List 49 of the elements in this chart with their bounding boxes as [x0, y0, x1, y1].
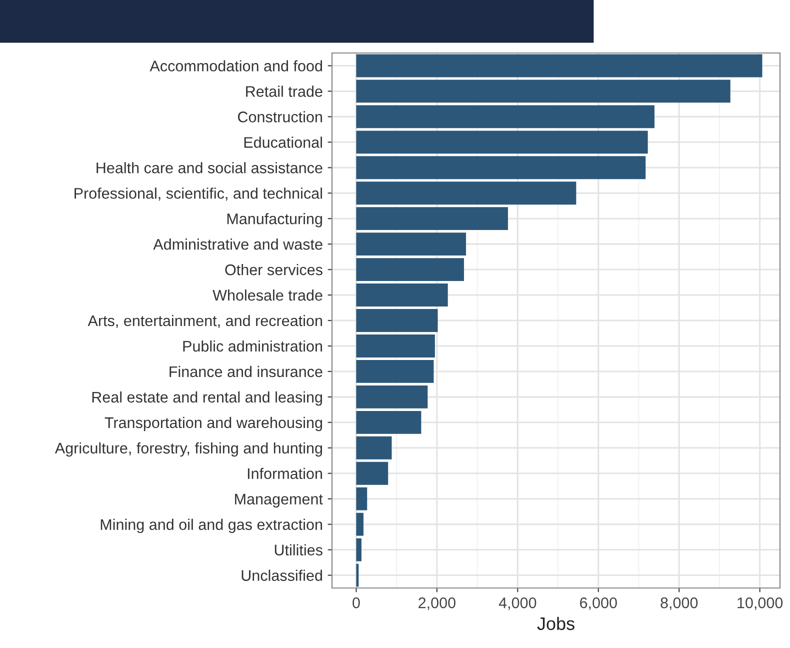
y-tick-label: Finance and insurance [170, 366, 322, 378]
bar [356, 309, 438, 332]
y-tick-label: Professional, scientific, and technical [74, 188, 322, 201]
x-tick-label: 6,000 [580, 597, 617, 610]
bar [356, 410, 422, 434]
y-tick-label: Wholesale trade [212, 289, 322, 301]
y-tick-label: Arts, entertainment, and recreation [88, 314, 322, 328]
y-tick-label: Mining and oil and gas extraction [100, 518, 322, 534]
bar [356, 258, 464, 282]
y-tick-label: Educational [244, 136, 322, 148]
bar [356, 436, 392, 460]
x-tick-label: 2,000 [418, 597, 456, 610]
y-tick-label: Information [248, 468, 322, 480]
y-tick-label: Real estate and rental and leasing [92, 391, 322, 406]
bar [356, 564, 359, 587]
bar [356, 207, 508, 230]
x-tick-label: 10,000 [738, 597, 783, 610]
bar [356, 54, 762, 78]
bar [356, 130, 648, 154]
y-tick-label: Transportation and warehousing [104, 416, 322, 432]
y-tick-label: Manufacturing [227, 213, 322, 228]
bar [356, 182, 576, 205]
y-tick-label: Management [235, 494, 323, 508]
y-tick-label: Utilities [274, 544, 322, 556]
y-tick-label: Retail trade [246, 86, 322, 97]
y-tick-label: Unclassified [242, 570, 322, 581]
y-tick-label: Health care and social assistance [96, 162, 322, 174]
y-tick-label: Agriculture, forestry, fishing and hunting [54, 442, 322, 457]
bar [356, 334, 435, 358]
bar [356, 360, 434, 383]
x-tick-label: 0 [352, 597, 360, 608]
x-tick-label: 8,000 [660, 597, 698, 610]
y-tick-label: Public administration [183, 340, 322, 352]
bar [356, 538, 362, 562]
bar [356, 156, 646, 180]
x-tick-label: 4,000 [498, 597, 536, 610]
bar [356, 105, 654, 128]
x-axis-title: Jobs [537, 616, 574, 630]
bar [356, 512, 364, 536]
bar [356, 385, 428, 408]
bar [356, 462, 388, 485]
y-tick-label: Administrative and waste [153, 238, 322, 250]
bar [356, 232, 466, 256]
y-tick-label: Accommodation and food [150, 60, 322, 72]
bar [356, 80, 730, 103]
bar [356, 284, 448, 306]
y-tick-label: Other services [225, 264, 322, 276]
bar [356, 487, 368, 510]
y-tick-label: Construction [238, 111, 322, 122]
